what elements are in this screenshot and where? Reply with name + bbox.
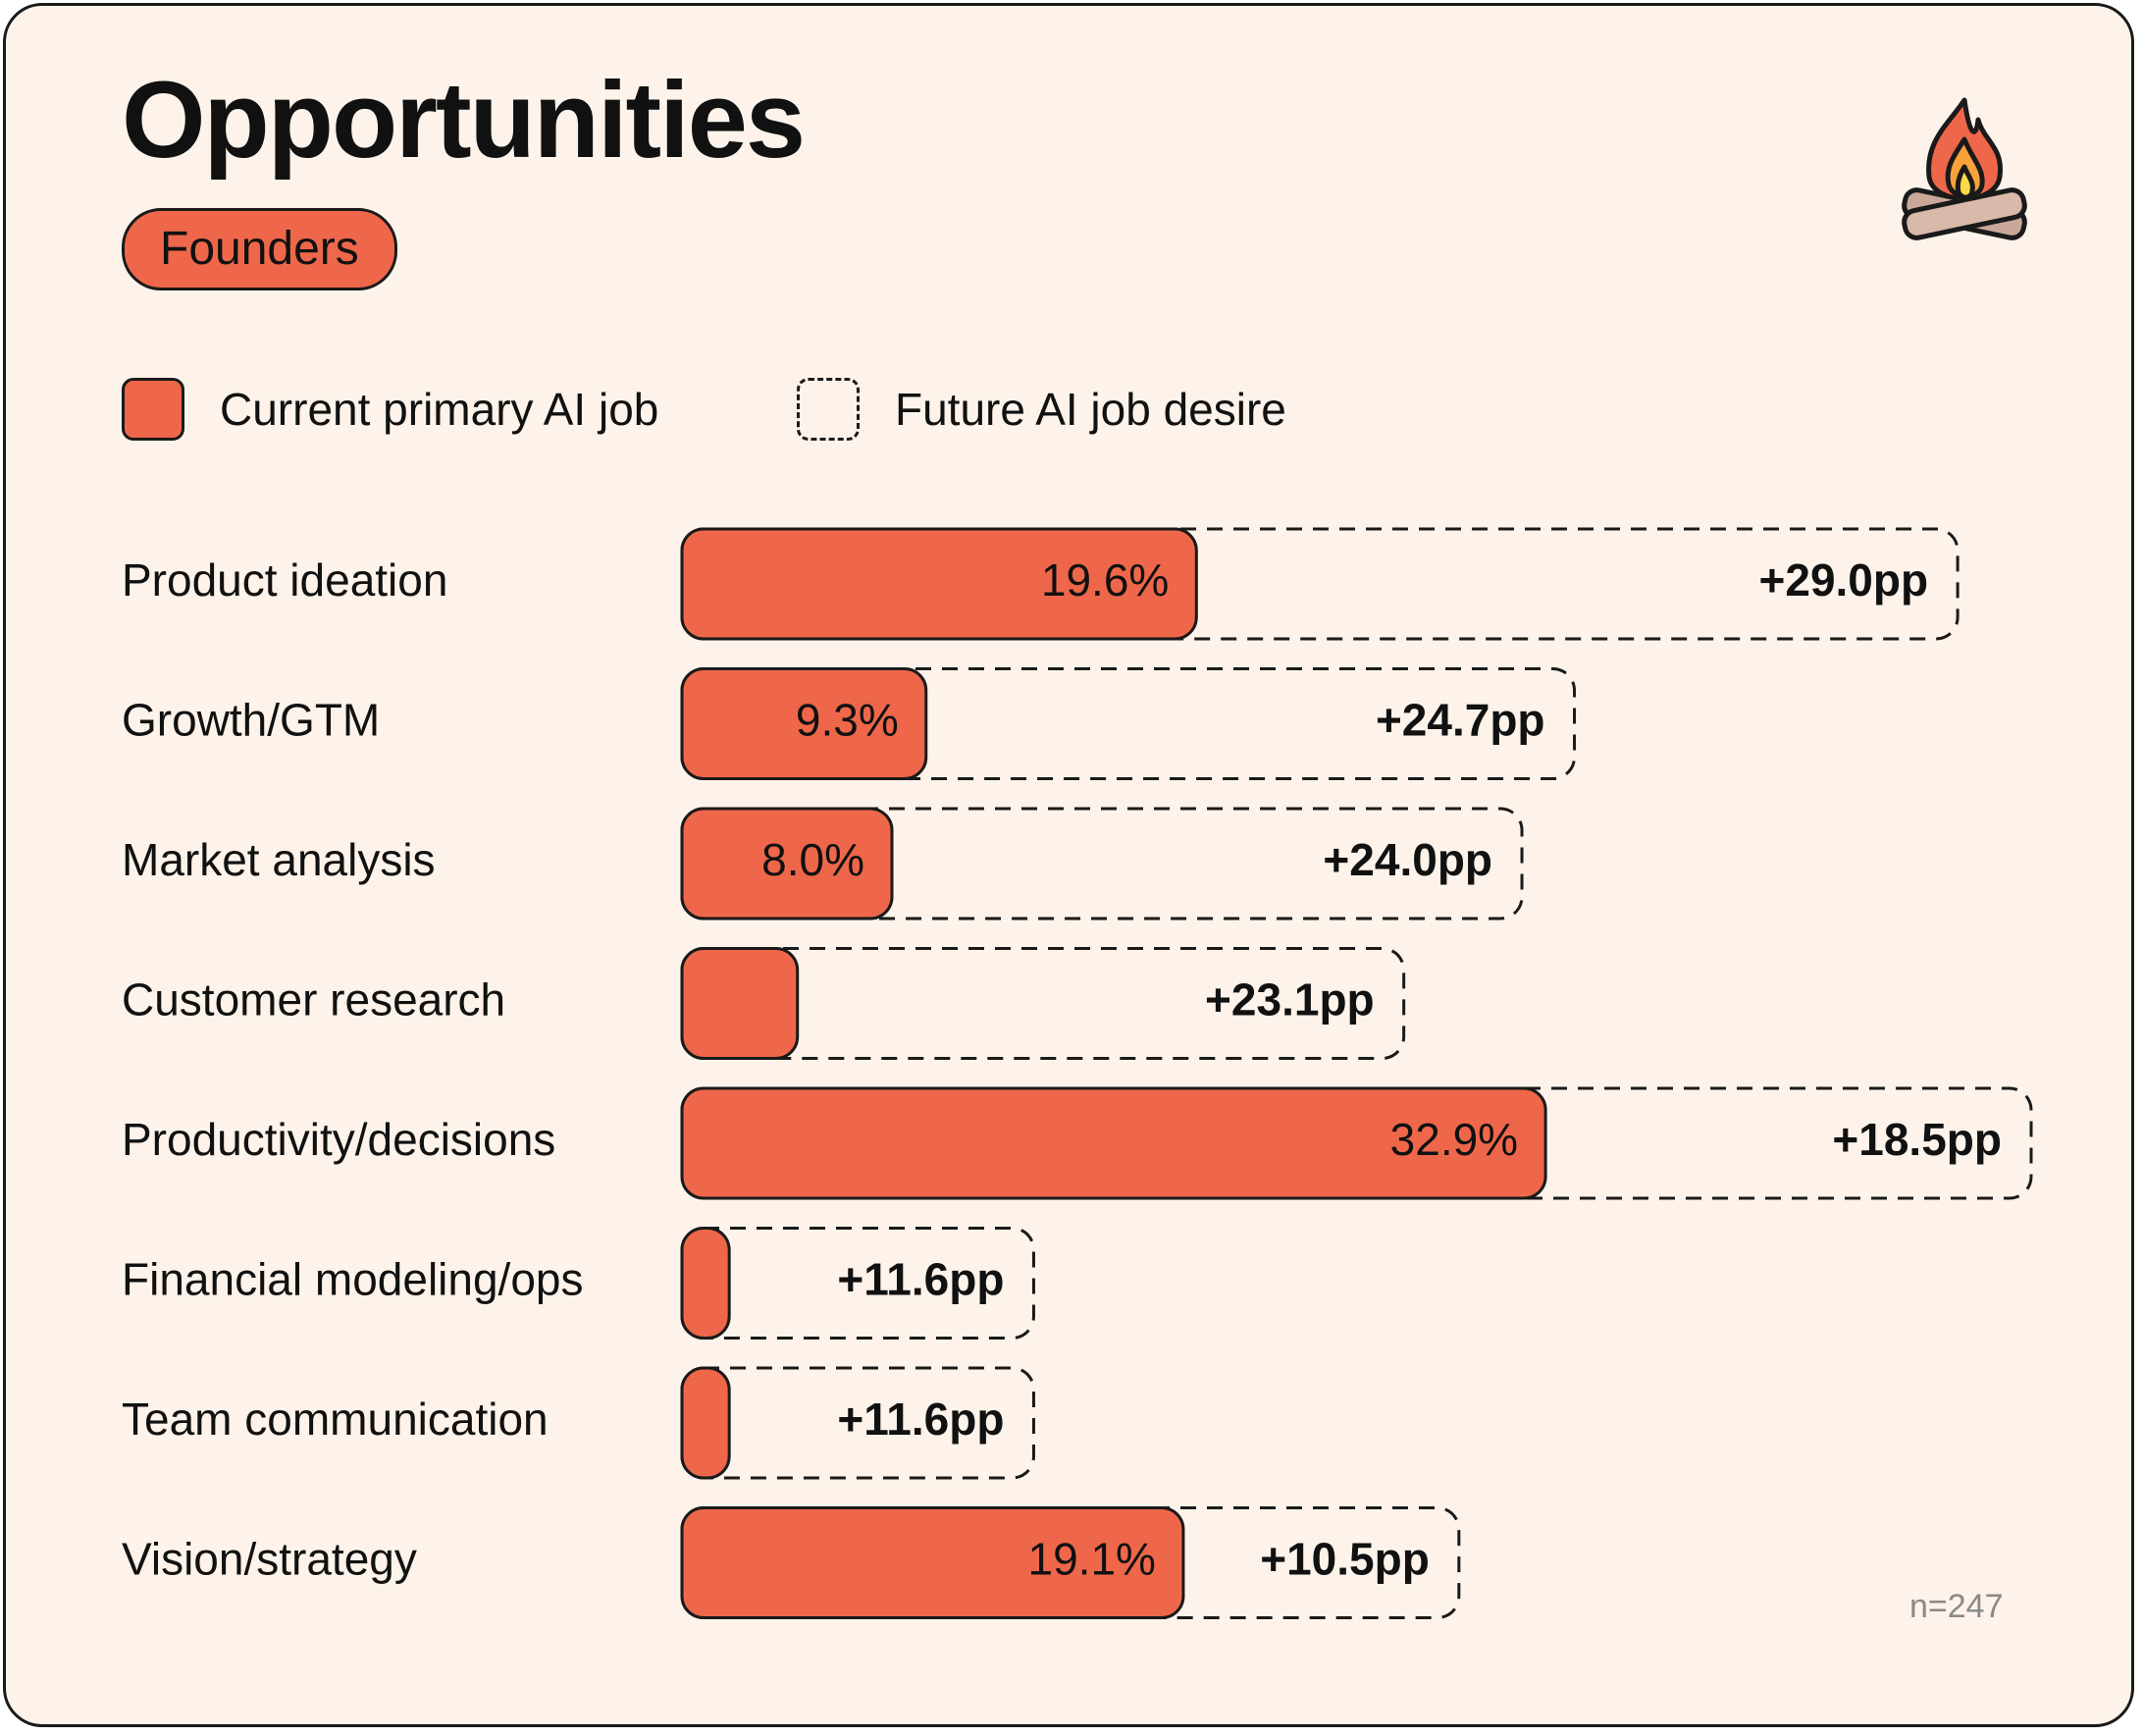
future-desire-bar (680, 527, 1960, 641)
current-value-label: 32.9% (1390, 1114, 1518, 1165)
bar-chart: Product ideation 19.6% +29.0pp Growth/GTM 9.… (122, 527, 2033, 1619)
future-delta-label: +24.7pp (1376, 695, 1545, 746)
current-job-bar (680, 527, 1198, 641)
chart-card: Opportunities Founders Current primary A… (3, 3, 2134, 1727)
future-delta-label: +10.5pp (1260, 1534, 1430, 1585)
chart-title: Opportunities (122, 60, 806, 181)
current-value-label: 9.3% (796, 695, 899, 746)
legend-current-label: Current primary AI job (220, 384, 659, 435)
current-job-bar (680, 1227, 731, 1340)
future-desire-bar (680, 1506, 1461, 1619)
category-label: Product ideation (122, 554, 447, 605)
current-job-bar (680, 1086, 1547, 1200)
category-label: Team communication (122, 1394, 549, 1445)
bar-row: Team communication +11.6pp (122, 1366, 1035, 1480)
current-value-label: 8.0% (761, 834, 864, 885)
category-label: Productivity/decisions (122, 1114, 555, 1165)
bar-row: Market analysis 8.0% +24.0pp (122, 807, 1524, 921)
current-value-label: 19.6% (1041, 554, 1169, 605)
future-delta-label: +23.1pp (1205, 974, 1375, 1026)
sample-size-note: n=247 (1909, 1588, 2004, 1625)
current-value-label: 19.1% (1028, 1534, 1156, 1585)
category-label: Market analysis (122, 834, 436, 885)
future-delta-label: +24.0pp (1323, 834, 1492, 885)
legend-current: Current primary AI job (122, 375, 658, 444)
current-job-bar (680, 947, 800, 1060)
future-desire-bar (680, 947, 1406, 1060)
category-label: Growth/GTM (122, 695, 380, 746)
category-label: Vision/strategy (122, 1534, 417, 1585)
legend-current-swatch (122, 378, 184, 441)
future-delta-label: +18.5pp (1832, 1114, 2002, 1165)
bar-row: Financial modeling/ops +11.6pp (122, 1227, 1035, 1340)
bar-row: Customer research +23.1pp (122, 947, 1406, 1060)
legend-future-swatch (797, 378, 860, 441)
future-delta-label: +11.6pp (837, 1394, 1004, 1445)
bar-row: Vision/strategy 19.1% +10.5pp (122, 1506, 1461, 1619)
current-job-bar (680, 1506, 1185, 1619)
current-job-bar (680, 807, 894, 921)
future-delta-label: +29.0pp (1759, 554, 1929, 605)
founders-tag: Founders (122, 208, 397, 290)
campfire-icon (1902, 97, 2027, 240)
future-delta-label: +11.6pp (837, 1254, 1004, 1305)
future-desire-bar (680, 667, 1577, 780)
bar-row: Productivity/decisions 32.9% +18.5pp (122, 1086, 2033, 1200)
future-desire-bar (680, 1227, 1035, 1340)
bar-row: Product ideation 19.6% +29.0pp (122, 527, 1960, 641)
category-label: Customer research (122, 974, 505, 1026)
current-job-bar (680, 667, 928, 780)
category-label: Financial modeling/ops (122, 1254, 584, 1305)
future-desire-bar (680, 807, 1524, 921)
bar-row: Growth/GTM 9.3% +24.7pp (122, 667, 1577, 780)
current-job-bar (680, 1366, 731, 1480)
legend-future-label: Future AI job desire (895, 384, 1286, 435)
legend-future: Future AI job desire (797, 375, 1286, 444)
future-desire-bar (680, 1366, 1035, 1480)
